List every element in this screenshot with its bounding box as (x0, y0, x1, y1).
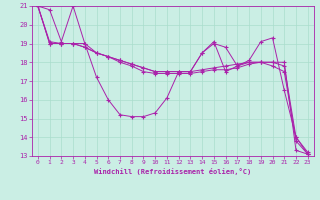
X-axis label: Windchill (Refroidissement éolien,°C): Windchill (Refroidissement éolien,°C) (94, 168, 252, 175)
